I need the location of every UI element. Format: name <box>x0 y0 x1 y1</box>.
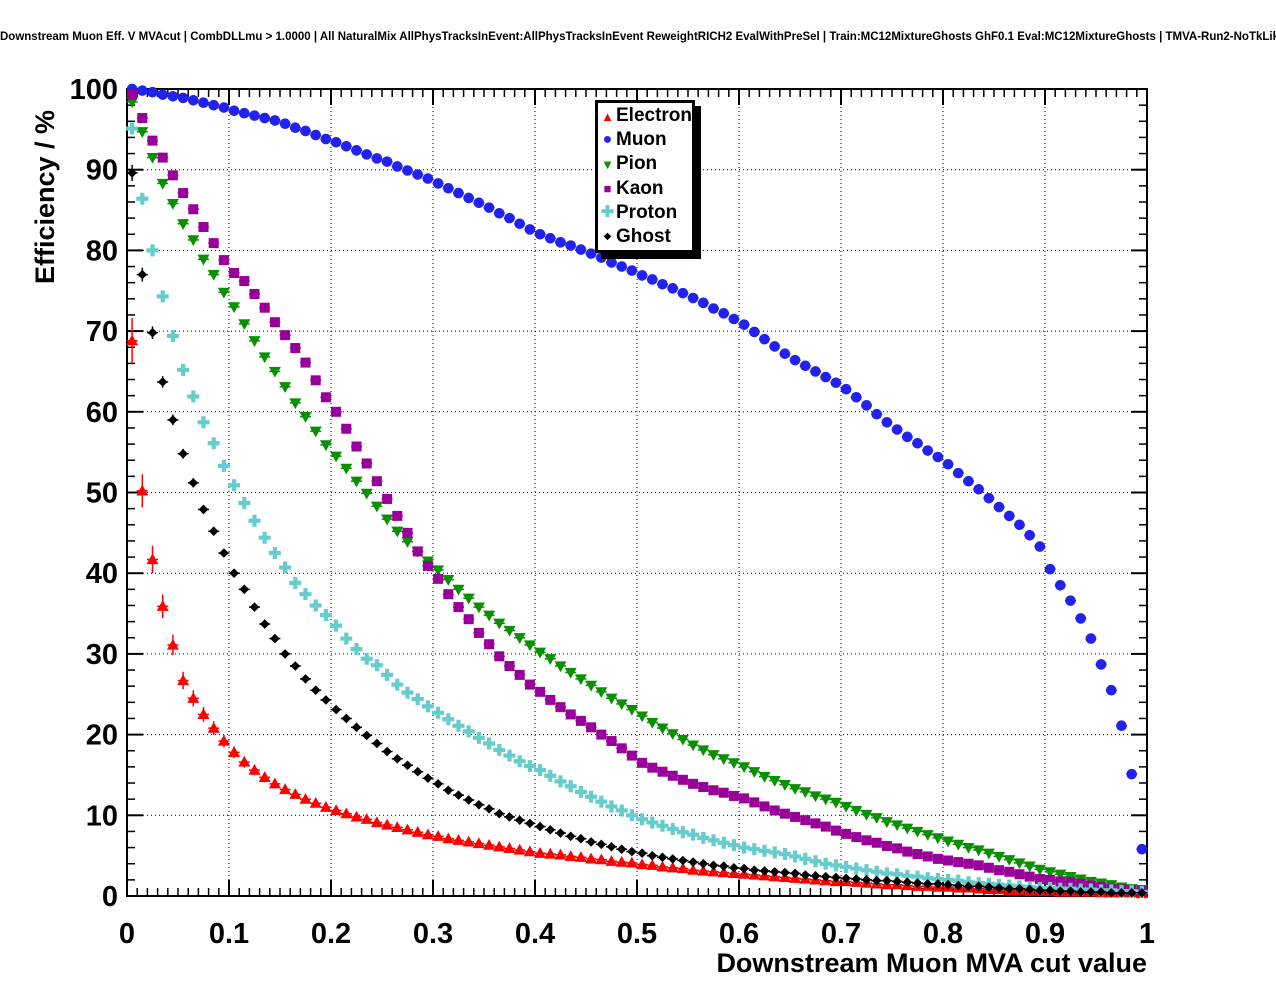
electron-marker-icon: ▲ <box>601 108 614 124</box>
plot-title: Downstream Muon Eff. V MVAcut | CombDLLm… <box>0 31 1276 43</box>
svg-text:0.8: 0.8 <box>923 918 963 950</box>
legend-entry: ■ Kaon <box>600 177 692 201</box>
legend: ▲ Electron ● Muon ▼ Pion ■ Kaon ✚ Proton ◆ Ghost <box>595 100 695 254</box>
svg-text:80: 80 <box>86 235 118 267</box>
svg-text:0.9: 0.9 <box>1025 918 1065 950</box>
svg-text:10: 10 <box>86 800 118 832</box>
svg-text:0.1: 0.1 <box>209 918 249 950</box>
pion-marker-icon: ▼ <box>601 156 614 172</box>
svg-text:60: 60 <box>86 397 118 429</box>
svg-text:50: 50 <box>86 478 118 510</box>
legend-label: Electron <box>616 105 693 127</box>
svg-text:100: 100 <box>70 74 118 106</box>
svg-text:70: 70 <box>86 316 118 348</box>
svg-text:0.2: 0.2 <box>311 918 351 950</box>
legend-label: Ghost <box>616 226 671 248</box>
legend-label: Proton <box>616 201 678 223</box>
legend-entry: ▼ Pion <box>600 152 692 176</box>
legend-label: Kaon <box>616 177 664 199</box>
ghost-marker-icon: ◆ <box>603 231 612 243</box>
svg-text:40: 40 <box>86 558 118 590</box>
legend-entry: ● Muon <box>600 128 692 152</box>
svg-text:0.5: 0.5 <box>617 918 657 950</box>
kaon-marker-icon: ■ <box>603 181 612 197</box>
legend-entry: ▲ Electron <box>600 104 692 128</box>
svg-text:30: 30 <box>86 639 118 671</box>
svg-text:0: 0 <box>119 918 135 950</box>
x-axis-title: Downstream Muon MVA cut value <box>716 948 1147 978</box>
svg-text:0: 0 <box>102 881 118 913</box>
svg-text:0.4: 0.4 <box>515 918 555 950</box>
svg-text:20: 20 <box>86 720 118 752</box>
proton-marker-icon: ✚ <box>600 203 615 221</box>
svg-text:90: 90 <box>86 155 118 187</box>
svg-text:0.6: 0.6 <box>719 918 759 950</box>
legend-entry: ✚ Proton <box>600 201 692 225</box>
legend-label: Pion <box>616 153 658 175</box>
svg-text:0.3: 0.3 <box>413 918 453 950</box>
legend-label: Muon <box>616 129 667 151</box>
svg-text:1: 1 <box>1139 918 1155 950</box>
svg-text:0.7: 0.7 <box>821 918 861 950</box>
muon-marker-icon: ● <box>602 131 613 149</box>
legend-entry: ◆ Ghost <box>600 225 692 249</box>
